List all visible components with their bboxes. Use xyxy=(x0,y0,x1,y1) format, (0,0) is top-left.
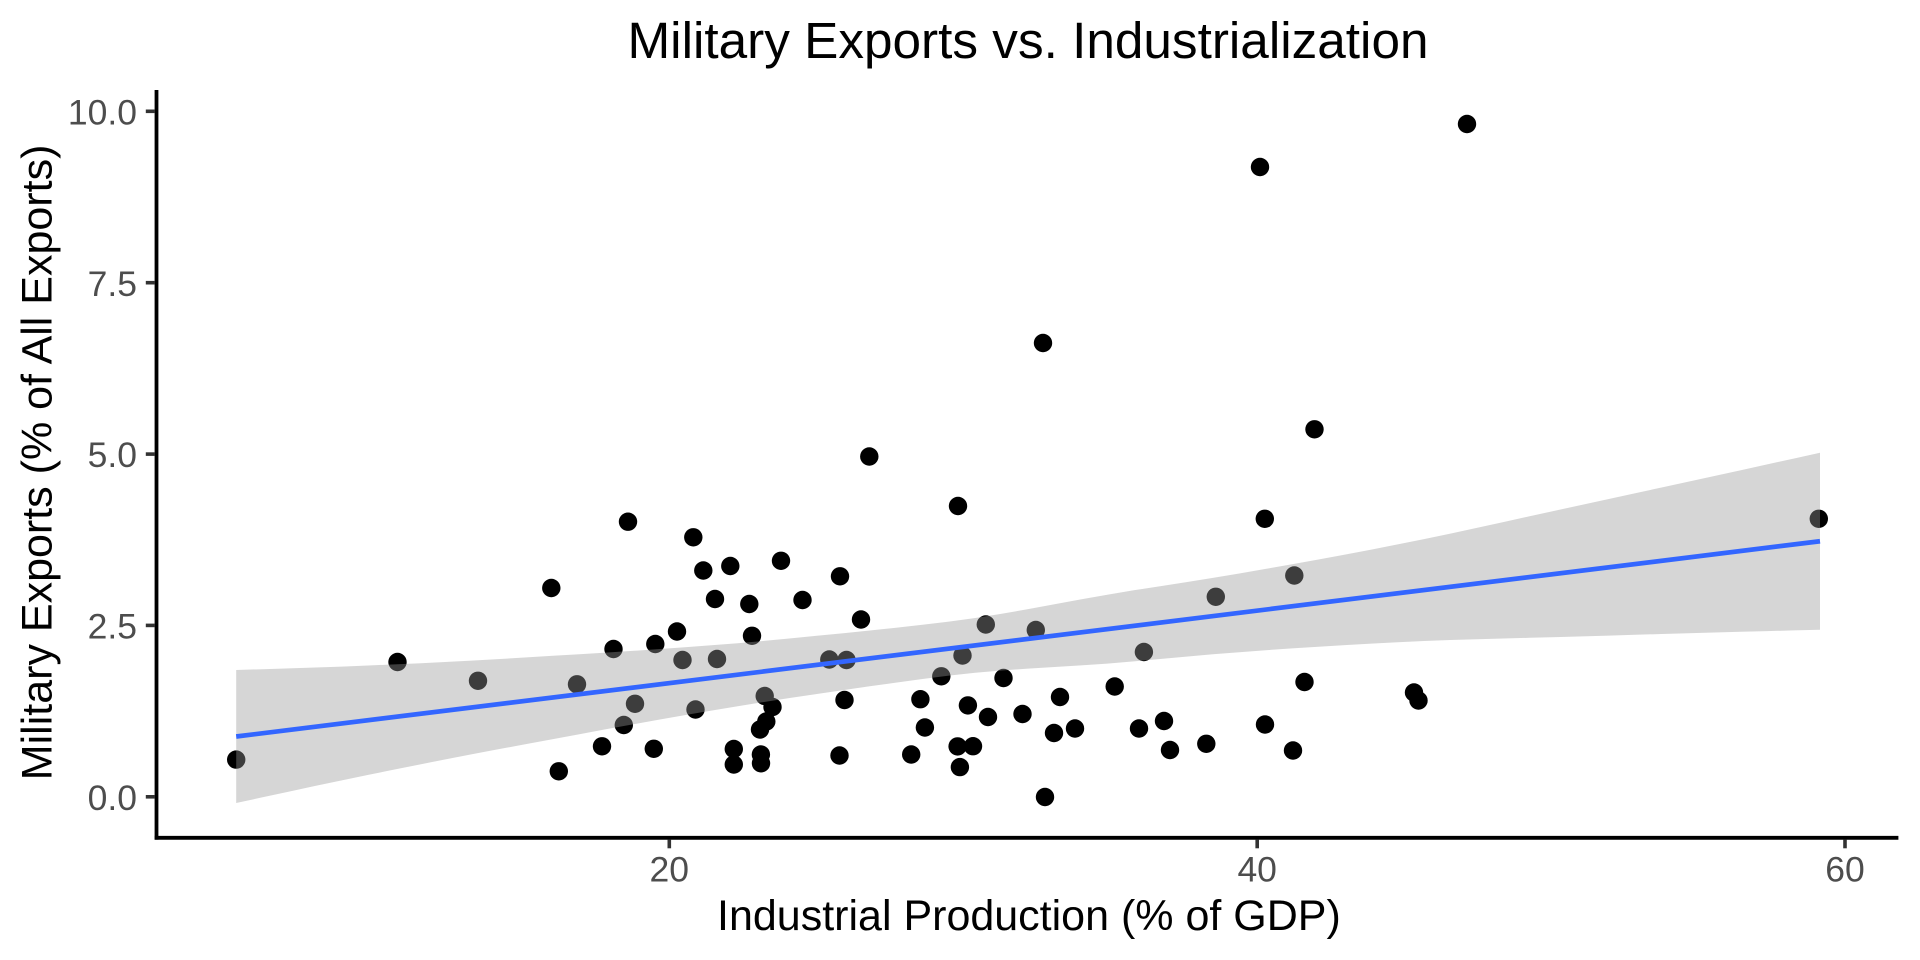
svg-text:20: 20 xyxy=(650,850,690,890)
svg-text:2.5: 2.5 xyxy=(88,607,137,647)
svg-text:Military Exports vs. Industria: Military Exports vs. Industrialization xyxy=(627,12,1428,69)
svg-text:0.0: 0.0 xyxy=(88,778,137,818)
svg-text:Industrial Production (% of GD: Industrial Production (% of GDP) xyxy=(717,892,1341,940)
svg-text:40: 40 xyxy=(1237,850,1277,890)
svg-text:60: 60 xyxy=(1825,850,1865,890)
svg-text:5.0: 5.0 xyxy=(88,435,137,475)
svg-text:7.5: 7.5 xyxy=(88,264,137,304)
svg-text:Military Exports (% of All Exp: Military Exports (% of All Exports) xyxy=(14,145,62,781)
svg-text:10.0: 10.0 xyxy=(68,92,137,132)
